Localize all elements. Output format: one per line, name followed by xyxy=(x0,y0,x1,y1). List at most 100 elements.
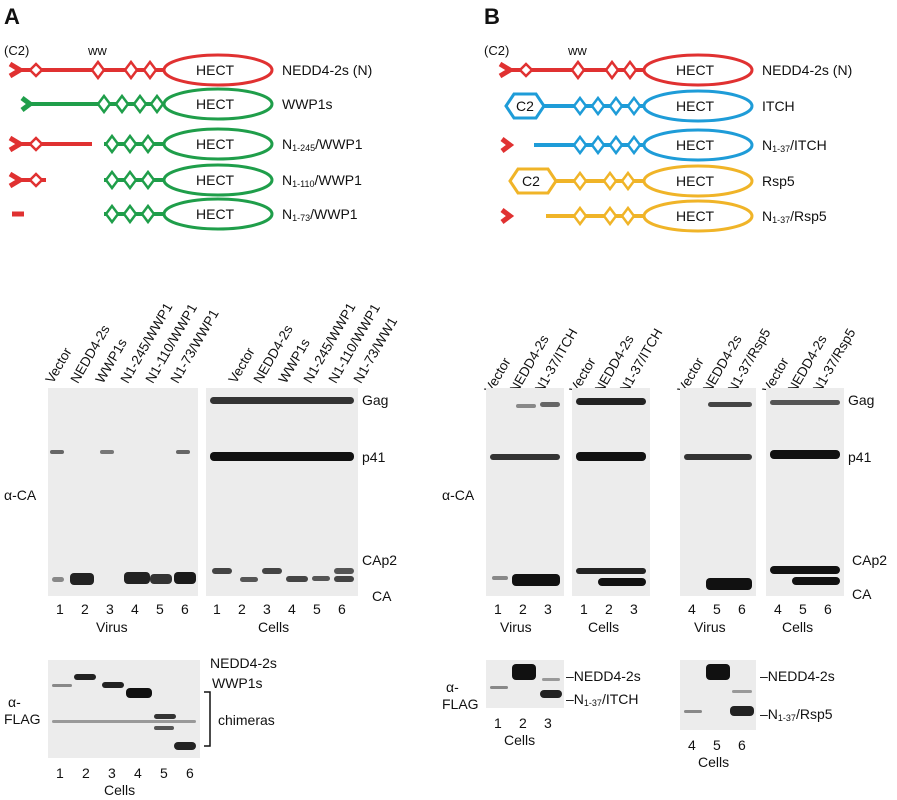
construct-name-b2: ITCH xyxy=(762,98,795,114)
blot-a-flag xyxy=(48,660,200,758)
band xyxy=(490,454,560,460)
band xyxy=(490,686,508,689)
band xyxy=(598,578,646,586)
lane-number: 4 xyxy=(131,601,139,617)
construct-b5 xyxy=(500,199,754,233)
flag-label-nedd-b-itch: –NEDD4-2s xyxy=(566,668,641,684)
construct-name-b3: N1-37/ITCH xyxy=(762,137,827,154)
band xyxy=(770,400,840,405)
hect-b2: HECT xyxy=(676,98,715,114)
band xyxy=(154,726,174,730)
band xyxy=(516,404,536,408)
lane-number: 5 xyxy=(713,737,721,753)
construct-b3 xyxy=(500,128,754,162)
hect-b1: HECT xyxy=(676,62,715,78)
construct-a2 xyxy=(20,87,274,121)
ww-label-b: ww xyxy=(568,43,587,58)
antibody-flag-a-1: α- xyxy=(8,694,21,710)
construct-a1 xyxy=(8,53,274,87)
lane-number: 1 xyxy=(494,715,502,731)
band xyxy=(706,578,752,590)
band xyxy=(210,397,354,404)
band xyxy=(126,688,152,698)
c2-label-a: (C2) xyxy=(4,43,30,58)
hect-a5: HECT xyxy=(196,206,235,222)
cells-label-b-itch: Cells xyxy=(588,619,620,635)
blot-a-virus xyxy=(48,388,198,596)
band xyxy=(174,742,196,750)
band-label-ca-b: CA xyxy=(852,586,872,602)
lane-number: 3 xyxy=(263,601,271,617)
band xyxy=(730,706,754,716)
hect-a3: HECT xyxy=(196,136,235,152)
lane-number: 1 xyxy=(213,601,221,617)
band xyxy=(74,674,96,680)
panel-letter-b: B xyxy=(484,4,500,29)
lane-number: 4 xyxy=(774,601,782,617)
lane-number: 2 xyxy=(519,715,527,731)
antibody-flag-a-2: FLAG xyxy=(4,711,41,727)
lane-number: 4 xyxy=(688,737,696,753)
cells-label-a-flag: Cells xyxy=(104,782,136,798)
antibody-flag-b-1: α- xyxy=(446,679,459,695)
lane-number: 5 xyxy=(313,601,321,617)
band xyxy=(240,577,258,582)
lane-number: 2 xyxy=(605,601,613,617)
band xyxy=(770,566,840,574)
construct-name-a5: N1-73/WWP1 xyxy=(282,206,358,223)
cells-label-b-rsp5: Cells xyxy=(782,619,814,635)
hect-a2: HECT xyxy=(196,96,235,112)
band xyxy=(124,572,150,584)
hect-b5: HECT xyxy=(676,208,715,224)
blot-b-itch-cells xyxy=(572,388,650,596)
virus-label-b-itch: Virus xyxy=(500,619,532,635)
cells-label-a: Cells xyxy=(258,619,290,635)
c2-domain-rsp5: C2 xyxy=(522,173,540,189)
c2-label-b: (C2) xyxy=(484,43,510,58)
lane-number: 5 xyxy=(799,601,807,617)
lane-number: 3 xyxy=(106,601,114,617)
lane-number: 3 xyxy=(630,601,638,617)
lane-number: 2 xyxy=(238,601,246,617)
c2-domain-itch: C2 xyxy=(516,98,534,114)
lane-number: 1 xyxy=(494,601,502,617)
band xyxy=(70,573,94,585)
construct-b1 xyxy=(498,53,754,87)
band xyxy=(102,682,124,688)
band xyxy=(212,568,232,574)
flag-label-wwp1s-a: WWP1s xyxy=(212,675,263,691)
lane-number: 5 xyxy=(713,601,721,617)
lane-number: 3 xyxy=(108,765,116,781)
band xyxy=(576,568,646,574)
band-label-gag-a: Gag xyxy=(362,392,389,408)
lane-number: 1 xyxy=(56,765,64,781)
lane-number: 2 xyxy=(82,765,90,781)
band xyxy=(542,678,560,681)
band-label-ca-a: CA xyxy=(372,588,392,604)
lane-number: 2 xyxy=(81,601,89,617)
antibody-flag-b-2: FLAG xyxy=(442,696,479,712)
band-label-cap2-a: CAp2 xyxy=(362,552,398,568)
antibody-ca-a: α-CA xyxy=(4,487,37,503)
flag-label-nedd-b-rsp5: –NEDD4-2s xyxy=(760,668,835,684)
construct-a3 xyxy=(8,127,274,161)
band xyxy=(540,690,562,698)
lane-number: 6 xyxy=(181,601,189,617)
band xyxy=(540,402,560,407)
lane-number: 4 xyxy=(134,765,142,781)
band xyxy=(512,664,536,680)
band xyxy=(174,572,196,584)
blot-b-rsp5-cells xyxy=(766,388,844,596)
band xyxy=(52,684,72,687)
antibody-ca-b: α-CA xyxy=(442,487,475,503)
band-label-p41-a: p41 xyxy=(362,449,386,465)
construct-name-b1: NEDD4-2s (N) xyxy=(762,62,853,78)
band xyxy=(150,574,172,584)
lane-number: 3 xyxy=(544,715,552,731)
flag-label-n137-rsp5: –N1-37/Rsp5 xyxy=(760,706,833,723)
lane-number: 5 xyxy=(156,601,164,617)
blot-b-rsp5-virus xyxy=(680,388,756,596)
band xyxy=(100,450,114,454)
lane-number: 6 xyxy=(824,601,832,617)
